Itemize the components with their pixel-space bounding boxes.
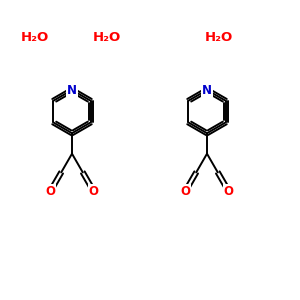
Text: N: N [202, 83, 212, 97]
Text: H₂O: H₂O [92, 31, 121, 44]
Text: H₂O: H₂O [205, 31, 233, 44]
Text: N: N [67, 83, 77, 97]
Text: O: O [45, 184, 56, 198]
Text: H₂O: H₂O [20, 31, 49, 44]
Text: O: O [88, 184, 99, 198]
Text: O: O [224, 184, 234, 198]
Text: O: O [180, 184, 190, 198]
